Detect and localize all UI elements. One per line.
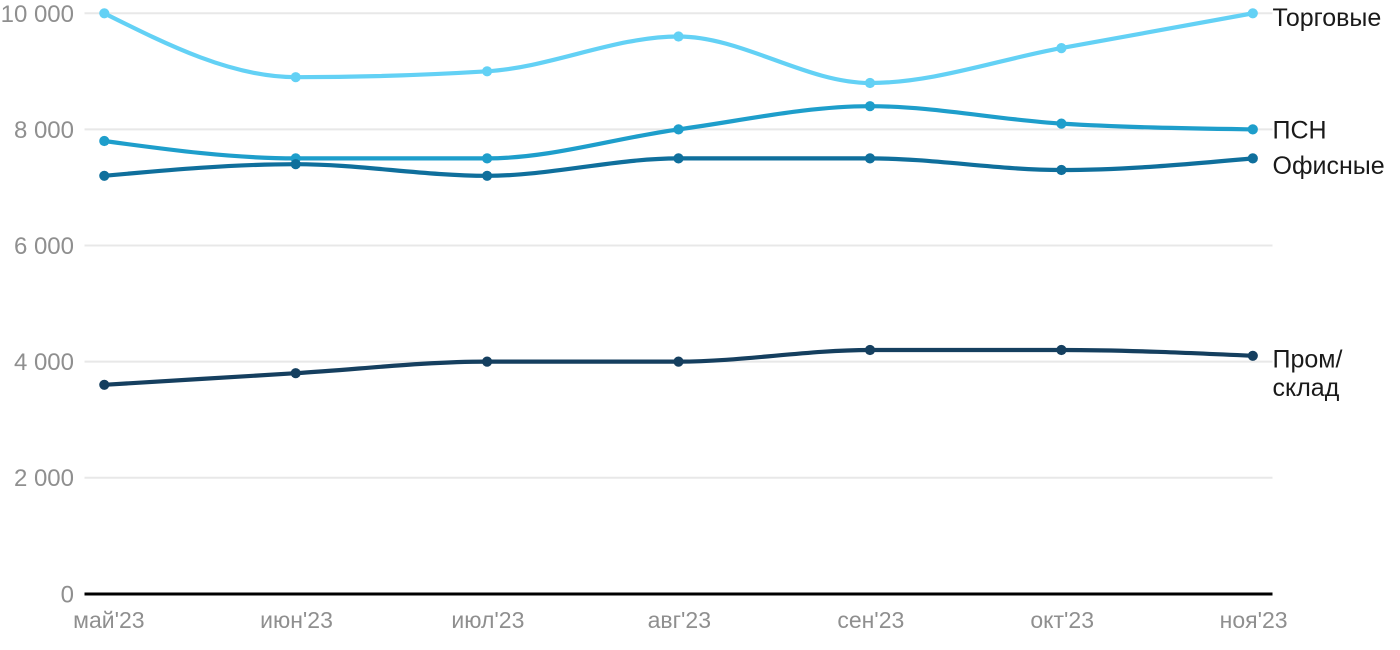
svg-text:авг'23: авг'23 [648,607,711,633]
svg-text:ноя'23: ноя'23 [1220,607,1288,633]
svg-text:июн'23: июн'23 [260,607,333,633]
svg-text:окт'23: окт'23 [1030,607,1094,633]
svg-text:0: 0 [61,581,74,608]
svg-text:10 000: 10 000 [1,1,74,28]
svg-text:Торговые: Торговые [1273,4,1382,32]
svg-text:6 000: 6 000 [14,233,74,260]
svg-text:8 000: 8 000 [14,117,74,144]
svg-text:склад: склад [1273,374,1340,402]
svg-text:ПСН: ПСН [1273,117,1327,145]
svg-text:май'23: май'23 [73,607,144,633]
svg-text:4 000: 4 000 [14,349,74,376]
svg-text:Пром/: Пром/ [1273,345,1343,373]
svg-text:сен'23: сен'23 [837,607,904,633]
svg-text:июл'23: июл'23 [451,607,524,633]
svg-text:Офисные: Офисные [1273,152,1385,180]
svg-text:2 000: 2 000 [14,465,74,492]
